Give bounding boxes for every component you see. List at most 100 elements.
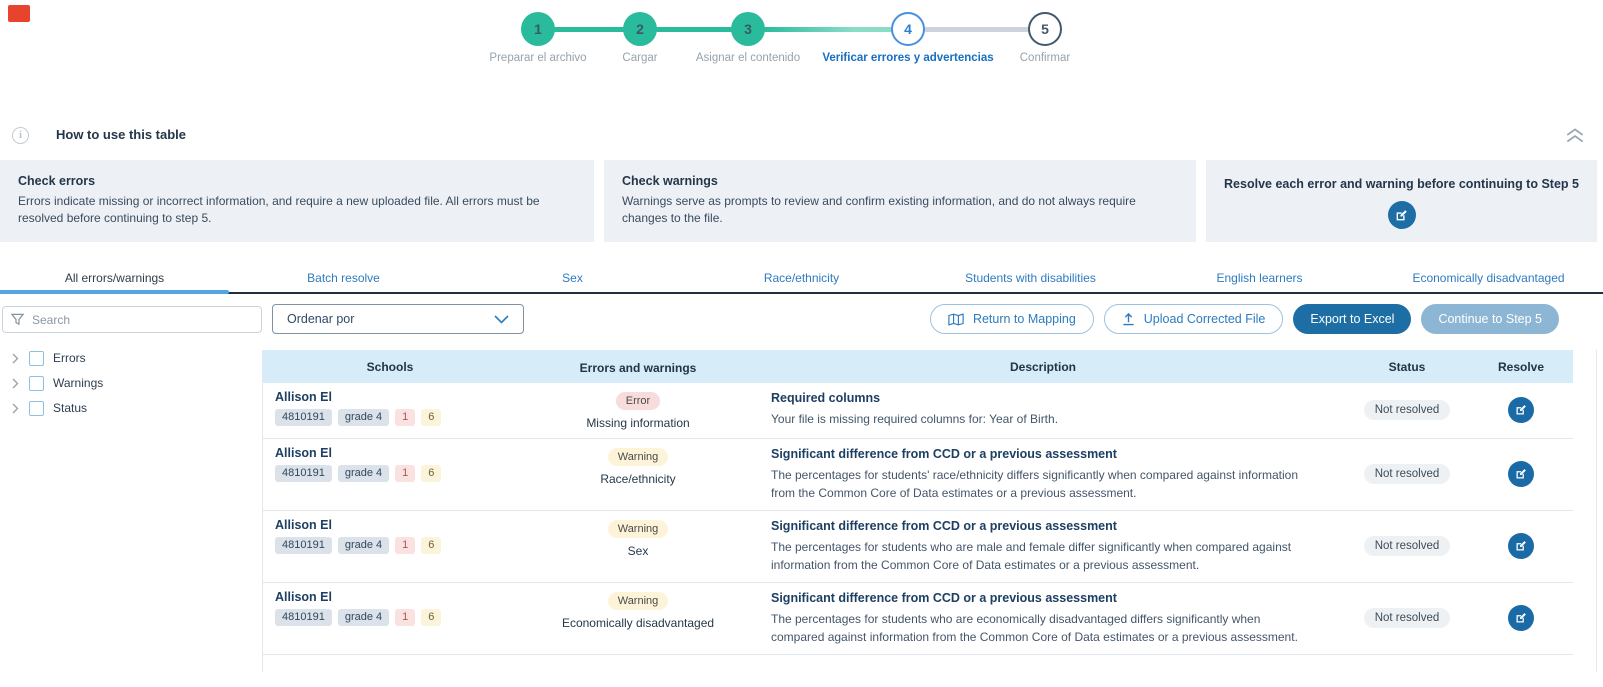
search-input[interactable] — [32, 312, 253, 327]
button-label: Continue to Step 5 — [1438, 312, 1542, 326]
resolve-button[interactable] — [1508, 461, 1534, 487]
info-icon: i — [12, 127, 29, 144]
filter-label: Errors — [53, 351, 86, 365]
tab-english-learners[interactable]: English learners — [1216, 271, 1303, 285]
edit-icon — [1516, 469, 1526, 479]
edit-icon — [1516, 405, 1526, 415]
step-circle[interactable]: 5 — [1028, 12, 1062, 46]
grade-badge: grade 4 — [337, 609, 390, 626]
errors-warnings-table: Schools Errors and warnings Description … — [262, 350, 1597, 672]
resolve-button[interactable] — [1508, 605, 1534, 631]
filter-item-status: Status — [8, 396, 258, 420]
step-circle[interactable]: 2 — [623, 12, 657, 46]
stepper-connector-done — [553, 27, 627, 32]
filter-funnel-icon — [11, 313, 24, 326]
action-buttons: Return to Mapping Upload Corrected File … — [929, 304, 1559, 334]
step-label: Cargar — [622, 52, 658, 64]
export-to-excel-button[interactable]: Export to Excel — [1293, 304, 1412, 334]
step-label: Verificar errores y advertencias — [822, 52, 994, 64]
step-4-verify: 4 Verificar errores y advertencias — [798, 12, 1018, 64]
expand-chevron-icon[interactable] — [8, 353, 23, 364]
description-body: The percentages for students who are mal… — [771, 540, 1292, 572]
step-1-prepare: 1 Preparar el archivo — [428, 12, 648, 64]
stepper-connector-done — [655, 27, 735, 32]
description-body: Your file is missing required columns fo… — [771, 412, 1059, 426]
resolve-button[interactable] — [1508, 533, 1534, 559]
filter-label: Status — [53, 401, 88, 415]
tab-race-ethnicity[interactable]: Race/ethnicity — [763, 271, 840, 285]
issue-type-pill: Error — [615, 392, 661, 410]
expand-chevron-icon[interactable] — [8, 403, 23, 414]
edit-icon — [1516, 613, 1526, 623]
warning-count-badge: 6 — [421, 409, 442, 426]
description-title: Significant difference from CCD or a pre… — [771, 591, 1117, 605]
filter-item-warnings: Warnings — [8, 371, 258, 395]
description-body: The percentages for students who are eco… — [771, 612, 1298, 644]
tab-batch-resolve[interactable]: Batch resolve — [307, 271, 380, 285]
panel-heading: Check errors — [18, 174, 96, 188]
step-2-upload: 2 Cargar — [530, 12, 750, 64]
expand-chevron-icon[interactable] — [8, 378, 23, 389]
step-label: Confirmar — [1019, 52, 1071, 64]
issue-category: Economically disadvantaged — [561, 616, 715, 630]
continue-to-step-5-button[interactable]: Continue to Step 5 — [1421, 304, 1559, 334]
step-label: Asignar el contenido — [695, 52, 801, 64]
resolve-button[interactable] — [1508, 397, 1534, 423]
help-section-header: i How to use this table — [0, 126, 1603, 150]
check-errors-panel: Check errors Errors indicate missing or … — [0, 160, 594, 242]
grade-badge: grade 4 — [337, 537, 390, 554]
tab-students-with-disabilities[interactable]: Students with disabilities — [965, 271, 1096, 285]
table-header: Schools Errors and warnings Description … — [263, 350, 1573, 383]
status-checkbox[interactable] — [29, 400, 44, 416]
upload-corrected-file-button[interactable]: Upload Corrected File — [1103, 304, 1284, 334]
step-5-confirm: 5 Confirmar — [935, 12, 1155, 64]
check-warnings-panel: Check warnings Warnings serve as prompts… — [604, 160, 1196, 242]
error-count-badge: 1 — [395, 409, 416, 426]
column-header-schools: Schools — [366, 359, 414, 374]
issue-category: Missing information — [586, 416, 690, 430]
school-id-badge: 4810191 — [275, 537, 332, 554]
issue-type-pill: Warning — [607, 520, 669, 538]
edit-icon — [1516, 541, 1526, 551]
stepper-connector-done — [763, 27, 893, 32]
return-to-mapping-button[interactable]: Return to Mapping — [929, 304, 1094, 334]
step-3-assign: 3 Asignar el contenido — [638, 12, 858, 64]
step-circle[interactable]: 4 — [891, 12, 925, 46]
button-label: Upload Corrected File — [1143, 312, 1266, 326]
school-id-badge: 4810191 — [275, 609, 332, 626]
collapse-chevron-up-icon[interactable] — [1563, 126, 1587, 148]
grade-badge: grade 4 — [337, 465, 390, 482]
button-label: Export to Excel — [1310, 312, 1395, 326]
status-badge: Not resolved — [1363, 608, 1451, 628]
table-row: Allison El 4810191 grade 4 1 6 Warning E… — [263, 583, 1573, 655]
resolve-panel: Resolve each error and warning before co… — [1206, 160, 1597, 242]
description-title: Significant difference from CCD or a pre… — [771, 519, 1117, 533]
grade-badge: grade 4 — [337, 409, 390, 426]
column-header-description: Description — [1009, 359, 1076, 374]
column-header-resolve: Resolve — [1497, 359, 1545, 374]
school-id-badge: 4810191 — [275, 465, 332, 482]
sort-dropdown[interactable]: Ordenar por — [272, 304, 524, 334]
school-id-badge: 4810191 — [275, 409, 332, 426]
error-count-badge: 1 — [395, 465, 416, 482]
step-label: Preparar el archivo — [489, 52, 587, 64]
tab-economically-disadvantaged[interactable]: Economically disadvantaged — [1412, 271, 1565, 285]
column-header-errors-warnings: Errors and warnings — [579, 360, 697, 375]
table-row: Allison El 4810191 grade 4 1 6 Warning S… — [263, 511, 1573, 583]
sort-dropdown-label: Ordenar por — [287, 312, 355, 326]
status-badge: Not resolved — [1363, 536, 1451, 556]
issue-type-pill: Warning — [607, 592, 669, 610]
tab-all-errors-warnings[interactable]: All errors/warnings — [0, 264, 229, 294]
tab-sex[interactable]: Sex — [562, 271, 583, 285]
errors-checkbox[interactable] — [29, 350, 44, 366]
filter-label: Warnings — [53, 376, 104, 390]
warning-count-badge: 6 — [421, 465, 442, 482]
recording-indicator — [8, 5, 30, 22]
warnings-checkbox[interactable] — [29, 375, 44, 391]
help-panels: Check errors Errors indicate missing or … — [0, 160, 1603, 242]
step-circle[interactable]: 3 — [731, 12, 765, 46]
wizard-stepper: 1 Preparar el archivo 2 Cargar 3 Asignar… — [0, 0, 1603, 70]
resolve-edit-button[interactable] — [1387, 201, 1416, 229]
step-circle[interactable]: 1 — [521, 12, 555, 46]
table-row: Allison El 4810191 grade 4 1 6 Error Mis… — [263, 383, 1573, 439]
